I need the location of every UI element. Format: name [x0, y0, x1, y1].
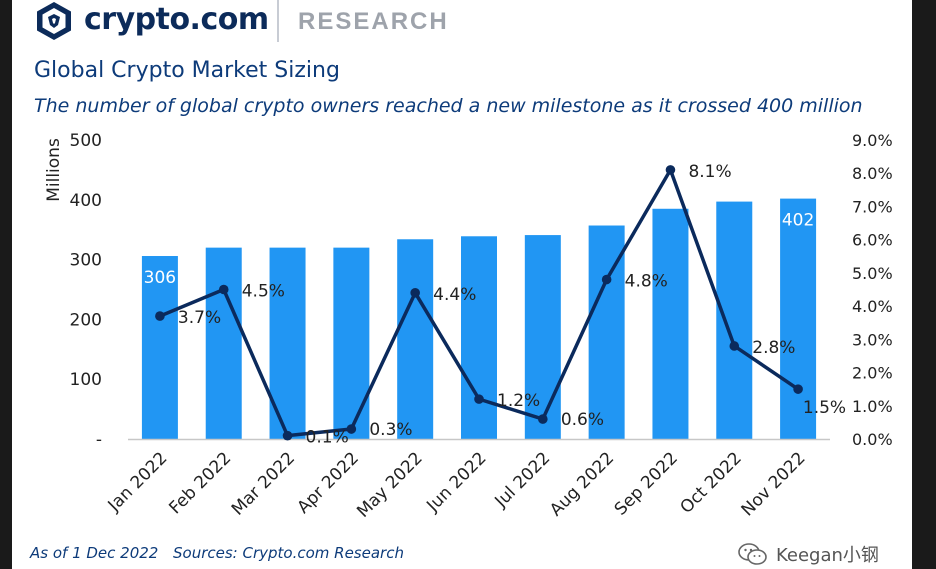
chart-card — [12, 0, 912, 569]
as-of-note: As of 1 Dec 2022 — [30, 544, 159, 562]
crypto-com-lion-logo-icon — [37, 2, 71, 40]
header-divider — [277, 0, 279, 42]
watermark-text: Keegan小钢 — [776, 545, 879, 566]
brand-name: crypto.com — [84, 2, 269, 37]
wechat-icon — [738, 543, 767, 565]
section-label: RESEARCH — [298, 8, 449, 35]
chart-subtitle: The number of global crypto owners reach… — [34, 95, 863, 117]
watermark: Keegan小钢 — [738, 541, 879, 567]
sources-note: Sources: Crypto.com Research — [173, 544, 404, 562]
chart-title: Global Crypto Market Sizing — [34, 58, 340, 83]
logo — [34, 2, 74, 40]
